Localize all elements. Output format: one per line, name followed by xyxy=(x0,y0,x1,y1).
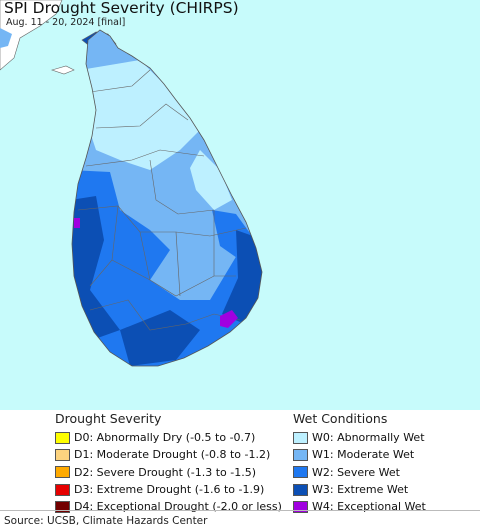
legend-item-d1: D1: Moderate Drought (-0.8 to -1.2) xyxy=(55,446,282,463)
source-credit: Source: UCSB, Climate Hazards Center xyxy=(4,515,208,527)
wet-legend: Wet Conditions W0: Abnormally Wet W1: Mo… xyxy=(293,410,426,515)
swatch-d1 xyxy=(55,448,70,461)
legend: Drought Severity D0: Abnormally Dry (-0.… xyxy=(0,410,480,513)
map-title: SPI Drought Severity (CHIRPS) xyxy=(4,0,239,17)
legend-item-d2: D2: Severe Drought (-1.3 to -1.5) xyxy=(55,464,282,481)
swatch-d4 xyxy=(55,500,70,513)
legend-label-w1: W1: Moderate Wet xyxy=(312,448,415,462)
zone-w3-south xyxy=(120,310,200,366)
legend-label-w0: W0: Abnormally Wet xyxy=(312,431,425,445)
mannar-island xyxy=(50,65,75,75)
drought-legend: Drought Severity D0: Abnormally Dry (-0.… xyxy=(55,410,282,515)
swatch-w2 xyxy=(293,466,308,479)
zone-w3-southeast xyxy=(222,230,262,322)
drought-legend-title: Drought Severity xyxy=(55,411,162,426)
swatch-w1 xyxy=(293,448,308,461)
map-subtitle: Aug. 11 - 20, 2024 [final] xyxy=(6,17,126,28)
legend-label-d1: D1: Moderate Drought (-0.8 to -1.2) xyxy=(74,448,271,462)
swatch-d2 xyxy=(55,466,70,479)
w4-pocket-west xyxy=(74,218,80,228)
wet-legend-title: Wet Conditions xyxy=(293,411,388,426)
swatch-d3 xyxy=(55,483,70,496)
legend-item-d0: D0: Abnormally Dry (-0.5 to -0.7) xyxy=(55,429,282,446)
district-boundaries xyxy=(77,69,247,331)
legend-item-w1: W1: Moderate Wet xyxy=(293,446,426,463)
swatch-w3 xyxy=(293,483,308,496)
legend-item-w3: W3: Extreme Wet xyxy=(293,481,426,498)
zone-w2-west xyxy=(72,170,262,366)
w4-pocket-southeast xyxy=(220,310,238,328)
legend-item-w0: W0: Abnormally Wet xyxy=(293,429,426,446)
zone-w3-west xyxy=(72,196,120,340)
map-svg xyxy=(0,0,480,410)
india-wet-patch xyxy=(0,28,12,48)
legend-item-w2: W2: Severe Wet xyxy=(293,464,426,481)
legend-label-d3: D3: Extreme Drought (-1.6 to -1.9) xyxy=(74,483,265,497)
footer: Source: UCSB, Climate Hazards Center xyxy=(0,510,480,530)
sri-lanka-outline xyxy=(71,29,263,367)
legend-label-w2: W2: Severe Wet xyxy=(312,465,400,479)
swatch-d0 xyxy=(55,431,70,444)
zone-w0-north xyxy=(80,60,200,170)
legend-label-d2: D2: Severe Drought (-1.3 to -1.5) xyxy=(74,465,257,479)
swatch-w0 xyxy=(293,431,308,444)
ocean xyxy=(0,0,480,410)
swatch-w4 xyxy=(293,500,308,513)
legend-label-d0: D0: Abnormally Dry (-0.5 to -0.7) xyxy=(74,431,256,445)
legend-item-d3: D3: Extreme Drought (-1.6 to -1.9) xyxy=(55,481,282,498)
sri-lanka-zones xyxy=(72,30,262,366)
zone-w0-east xyxy=(190,150,232,210)
india-landmass xyxy=(0,0,63,71)
drought-map xyxy=(0,0,480,410)
legend-label-w3: W3: Extreme Wet xyxy=(312,483,409,497)
